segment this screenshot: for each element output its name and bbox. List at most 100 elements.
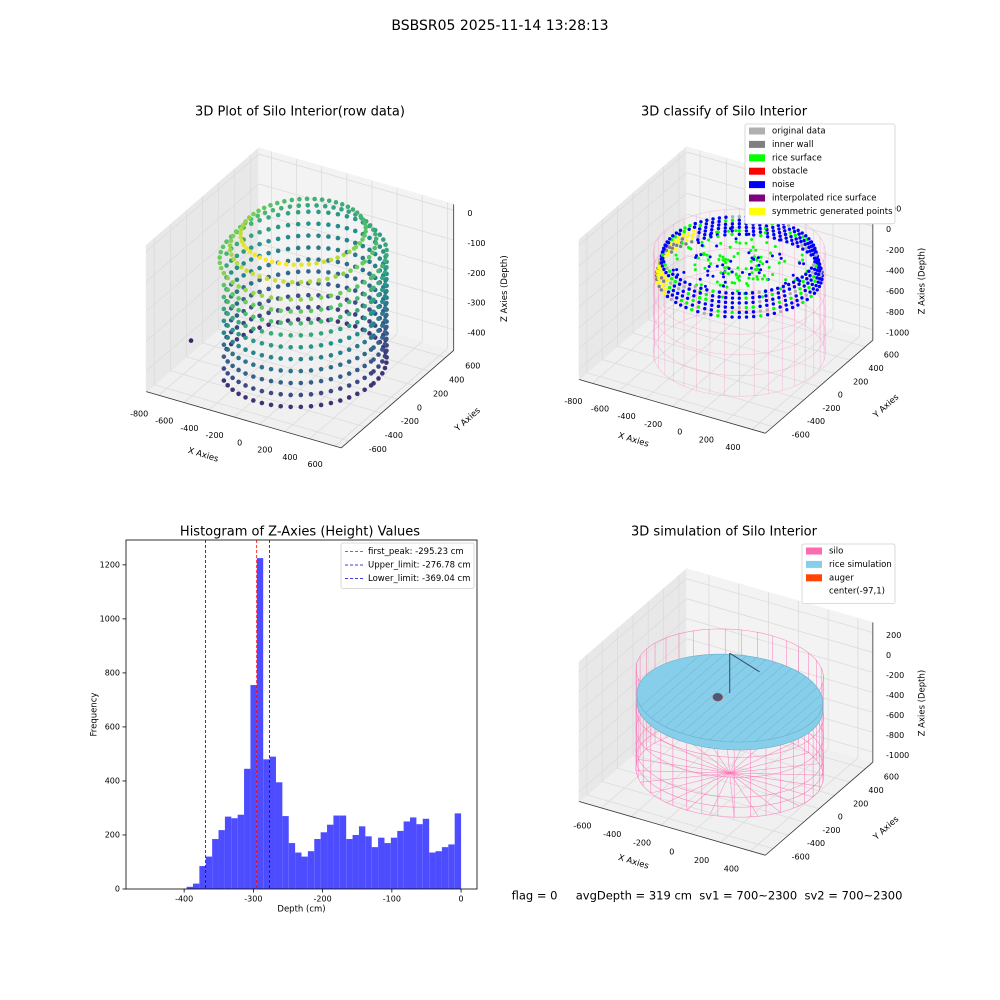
cloud-point (367, 271, 372, 277)
cloud-point (335, 211, 341, 217)
cloud-point (768, 251, 772, 255)
cloud-point (717, 223, 721, 227)
histogram-bar (390, 837, 398, 889)
cloud-point (685, 234, 690, 239)
cloud-point (693, 221, 697, 226)
cloud-point (298, 368, 304, 374)
cloud-point (308, 344, 314, 349)
cloud-point (765, 313, 770, 317)
cloud-point (306, 245, 311, 250)
cloud-point (333, 274, 338, 279)
cloud-point (259, 364, 265, 370)
cloud-point (674, 231, 679, 235)
cloud-point (225, 347, 230, 352)
silo-spoke (729, 752, 809, 774)
grid-line (146, 243, 260, 342)
cloud-point (675, 268, 679, 272)
cloud-point (221, 330, 227, 336)
x-tick-label: -600 (591, 405, 609, 414)
cloud-point (730, 291, 735, 295)
cloud-point (268, 366, 274, 372)
cloud-point (264, 276, 270, 282)
cloud-point (803, 288, 807, 293)
cloud-point (722, 275, 726, 279)
cloud-point (362, 233, 367, 238)
cloud-point (771, 225, 775, 230)
y-tick-label: -400 (807, 417, 825, 426)
cloud-point (730, 222, 735, 226)
cloud-point (715, 280, 719, 284)
cloud-point (278, 205, 284, 211)
cloud-point (723, 229, 727, 234)
cloud-point (798, 236, 802, 240)
cloud-point (233, 229, 239, 234)
cloud-point (266, 250, 271, 256)
cloud-point (804, 246, 808, 250)
cloud-point (318, 390, 324, 396)
cloud-point (376, 268, 381, 274)
cloud-point (314, 203, 319, 208)
cloud-point (705, 218, 709, 222)
cloud-point (744, 229, 749, 233)
cloud-point (670, 246, 675, 250)
cloud-point (218, 249, 224, 255)
x-tick-label: -200 (633, 839, 651, 848)
cloud-point (687, 287, 691, 291)
cloud-point (383, 242, 388, 247)
cloud-point (225, 323, 230, 328)
legend-label: center(-97,1) (829, 587, 885, 597)
x-tick-label: 600 (307, 460, 322, 469)
cloud-point (346, 347, 352, 353)
cloud-point (682, 229, 686, 234)
cloud-point (272, 278, 278, 283)
cloud-point (734, 229, 738, 233)
cloud-point (352, 276, 358, 281)
z-axis-label: Z Axies (Depth) (918, 248, 928, 315)
cloud-point (251, 290, 256, 296)
cloud-point (257, 325, 262, 330)
cloud-point (367, 223, 373, 228)
grid-line (258, 153, 454, 211)
cloud-point (744, 241, 748, 245)
silo-ring (635, 718, 824, 808)
cloud-point (765, 303, 769, 307)
cloud-point (751, 310, 756, 314)
cloud-point (362, 304, 367, 309)
cloud-point (669, 297, 674, 302)
cloud-point (244, 246, 249, 251)
cloud-point (229, 252, 234, 257)
cloud-point (719, 241, 723, 245)
histogram-bar (339, 815, 347, 889)
cloud-point (692, 289, 697, 293)
cloud-point (384, 336, 389, 342)
grid-line (578, 578, 687, 673)
cloud-point (728, 245, 732, 249)
z-axis-label: Z Axies (Depth) (500, 255, 510, 322)
cloud-point (699, 283, 703, 287)
cloud-point (773, 244, 777, 248)
cloud-point (367, 259, 372, 265)
cloud-point (328, 317, 334, 322)
cloud-point (668, 237, 672, 241)
cloud-point (810, 282, 814, 287)
grid-line (154, 384, 350, 442)
y-tick-label: -600 (792, 852, 810, 861)
cloud-point (368, 275, 374, 281)
cloud-point (261, 205, 267, 211)
cloud-point (783, 298, 788, 303)
x-axis-label: Depth (cm) (277, 905, 325, 915)
cloud-point (217, 255, 222, 260)
cloud-point (771, 302, 776, 306)
cloud-point (699, 286, 703, 290)
cloud-point (289, 197, 295, 203)
cloud-point (382, 258, 388, 263)
cloud-point (259, 293, 265, 298)
cloud-point (681, 233, 685, 238)
grid-line (586, 794, 774, 849)
cloud-point (813, 260, 817, 264)
cloud-point (663, 287, 667, 291)
cloud-point (243, 323, 248, 329)
cloud-point (338, 326, 343, 332)
cloud-point (671, 288, 676, 293)
grid-line (686, 578, 873, 633)
